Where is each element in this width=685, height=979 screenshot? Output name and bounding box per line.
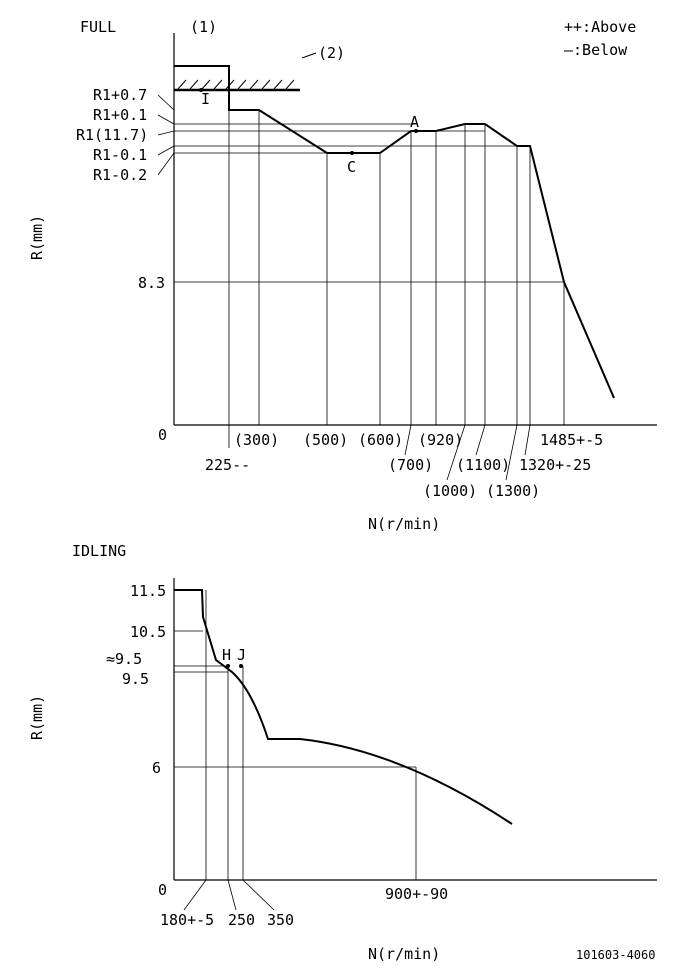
legend-above: ++:Above: [564, 18, 636, 36]
idling-x-tick-250: 250: [228, 911, 255, 929]
full-x-label: N(r/min): [368, 515, 440, 533]
idling-y-tick-10-5: 10.5: [130, 623, 166, 641]
idling-y-tick-approx-9-5: ≈9.5: [106, 650, 142, 668]
x-tick-920: (920): [418, 431, 463, 449]
idling-x-label: N(r/min): [368, 945, 440, 963]
idling-x-tick-900: 900+-90: [385, 885, 448, 903]
marker-2-leader: [301, 52, 317, 59]
idling-y-label: R(mm): [28, 695, 46, 740]
label-c: C: [347, 158, 356, 176]
x-tick-1320: 1320+-25: [519, 456, 591, 474]
legend-below: —:Below: [564, 41, 628, 59]
full-chart: FULL (1) (2): [28, 18, 657, 533]
x-tick-1300: (1300): [486, 482, 540, 500]
x-tick-225: 225--: [205, 456, 250, 474]
idling-curve: [174, 589, 513, 825]
y-tick-r1p07: R1+0.7: [93, 86, 147, 104]
idling-x-tick-180: 180+-5: [160, 911, 214, 929]
full-drop-lines: [228, 66, 565, 448]
point-h: [226, 664, 230, 668]
idling-x-tick-leaders: [183, 879, 275, 911]
y-tick-8-3: 8.3: [138, 274, 165, 292]
x-tick-700: (700): [388, 456, 433, 474]
idling-x-tick-350: 350: [267, 911, 294, 929]
x-tick-1485: 1485+-5: [540, 431, 603, 449]
marker-2: (2): [318, 44, 345, 62]
full-title: FULL: [80, 18, 116, 36]
label-h: H: [222, 646, 231, 664]
idling-ref-lines: [174, 630, 416, 768]
x-tick-1100: (1100): [456, 456, 510, 474]
idling-y-tick-9-5: 9.5: [122, 670, 149, 688]
limit-hatch: [177, 79, 295, 90]
full-curve: [174, 65, 615, 399]
idling-title: IDLING: [72, 542, 126, 560]
marker-1: (1): [190, 18, 217, 36]
y-tick-r1: R1(11.7): [76, 126, 148, 144]
x-tick-leaders: [404, 424, 531, 481]
idling-chart: IDLING H J 11.5 10.5 ≈9.5 9.5 6 0 R(mm) …: [28, 542, 657, 963]
idling-y-tick-0: 0: [158, 881, 167, 899]
y-tick-leaders: [157, 94, 175, 176]
label-j: J: [237, 646, 246, 664]
idling-y-tick-6: 6: [152, 759, 161, 777]
footer-code: 101603-4060: [576, 948, 655, 962]
y-tick-r1m02: R1-0.2: [93, 166, 147, 184]
full-ref-lines: [174, 123, 564, 283]
y-tick-r1p01: R1+0.1: [93, 106, 147, 124]
x-tick-300: (300): [234, 431, 279, 449]
y-tick-r1m01: R1-0.1: [93, 146, 147, 164]
point-i: [199, 88, 203, 92]
x-tick-500: (500): [303, 431, 348, 449]
label-a: A: [410, 113, 419, 131]
idling-drop-lines: [205, 590, 417, 880]
x-tick-1000: (1000): [423, 482, 477, 500]
label-i: I: [201, 90, 210, 108]
point-j: [239, 664, 243, 668]
idling-y-tick-11-5: 11.5: [130, 582, 166, 600]
full-y-label: R(mm): [28, 215, 46, 260]
x-tick-600: (600): [358, 431, 403, 449]
point-c: [350, 151, 354, 155]
point-a: [414, 129, 418, 133]
y-tick-0: 0: [158, 426, 167, 444]
